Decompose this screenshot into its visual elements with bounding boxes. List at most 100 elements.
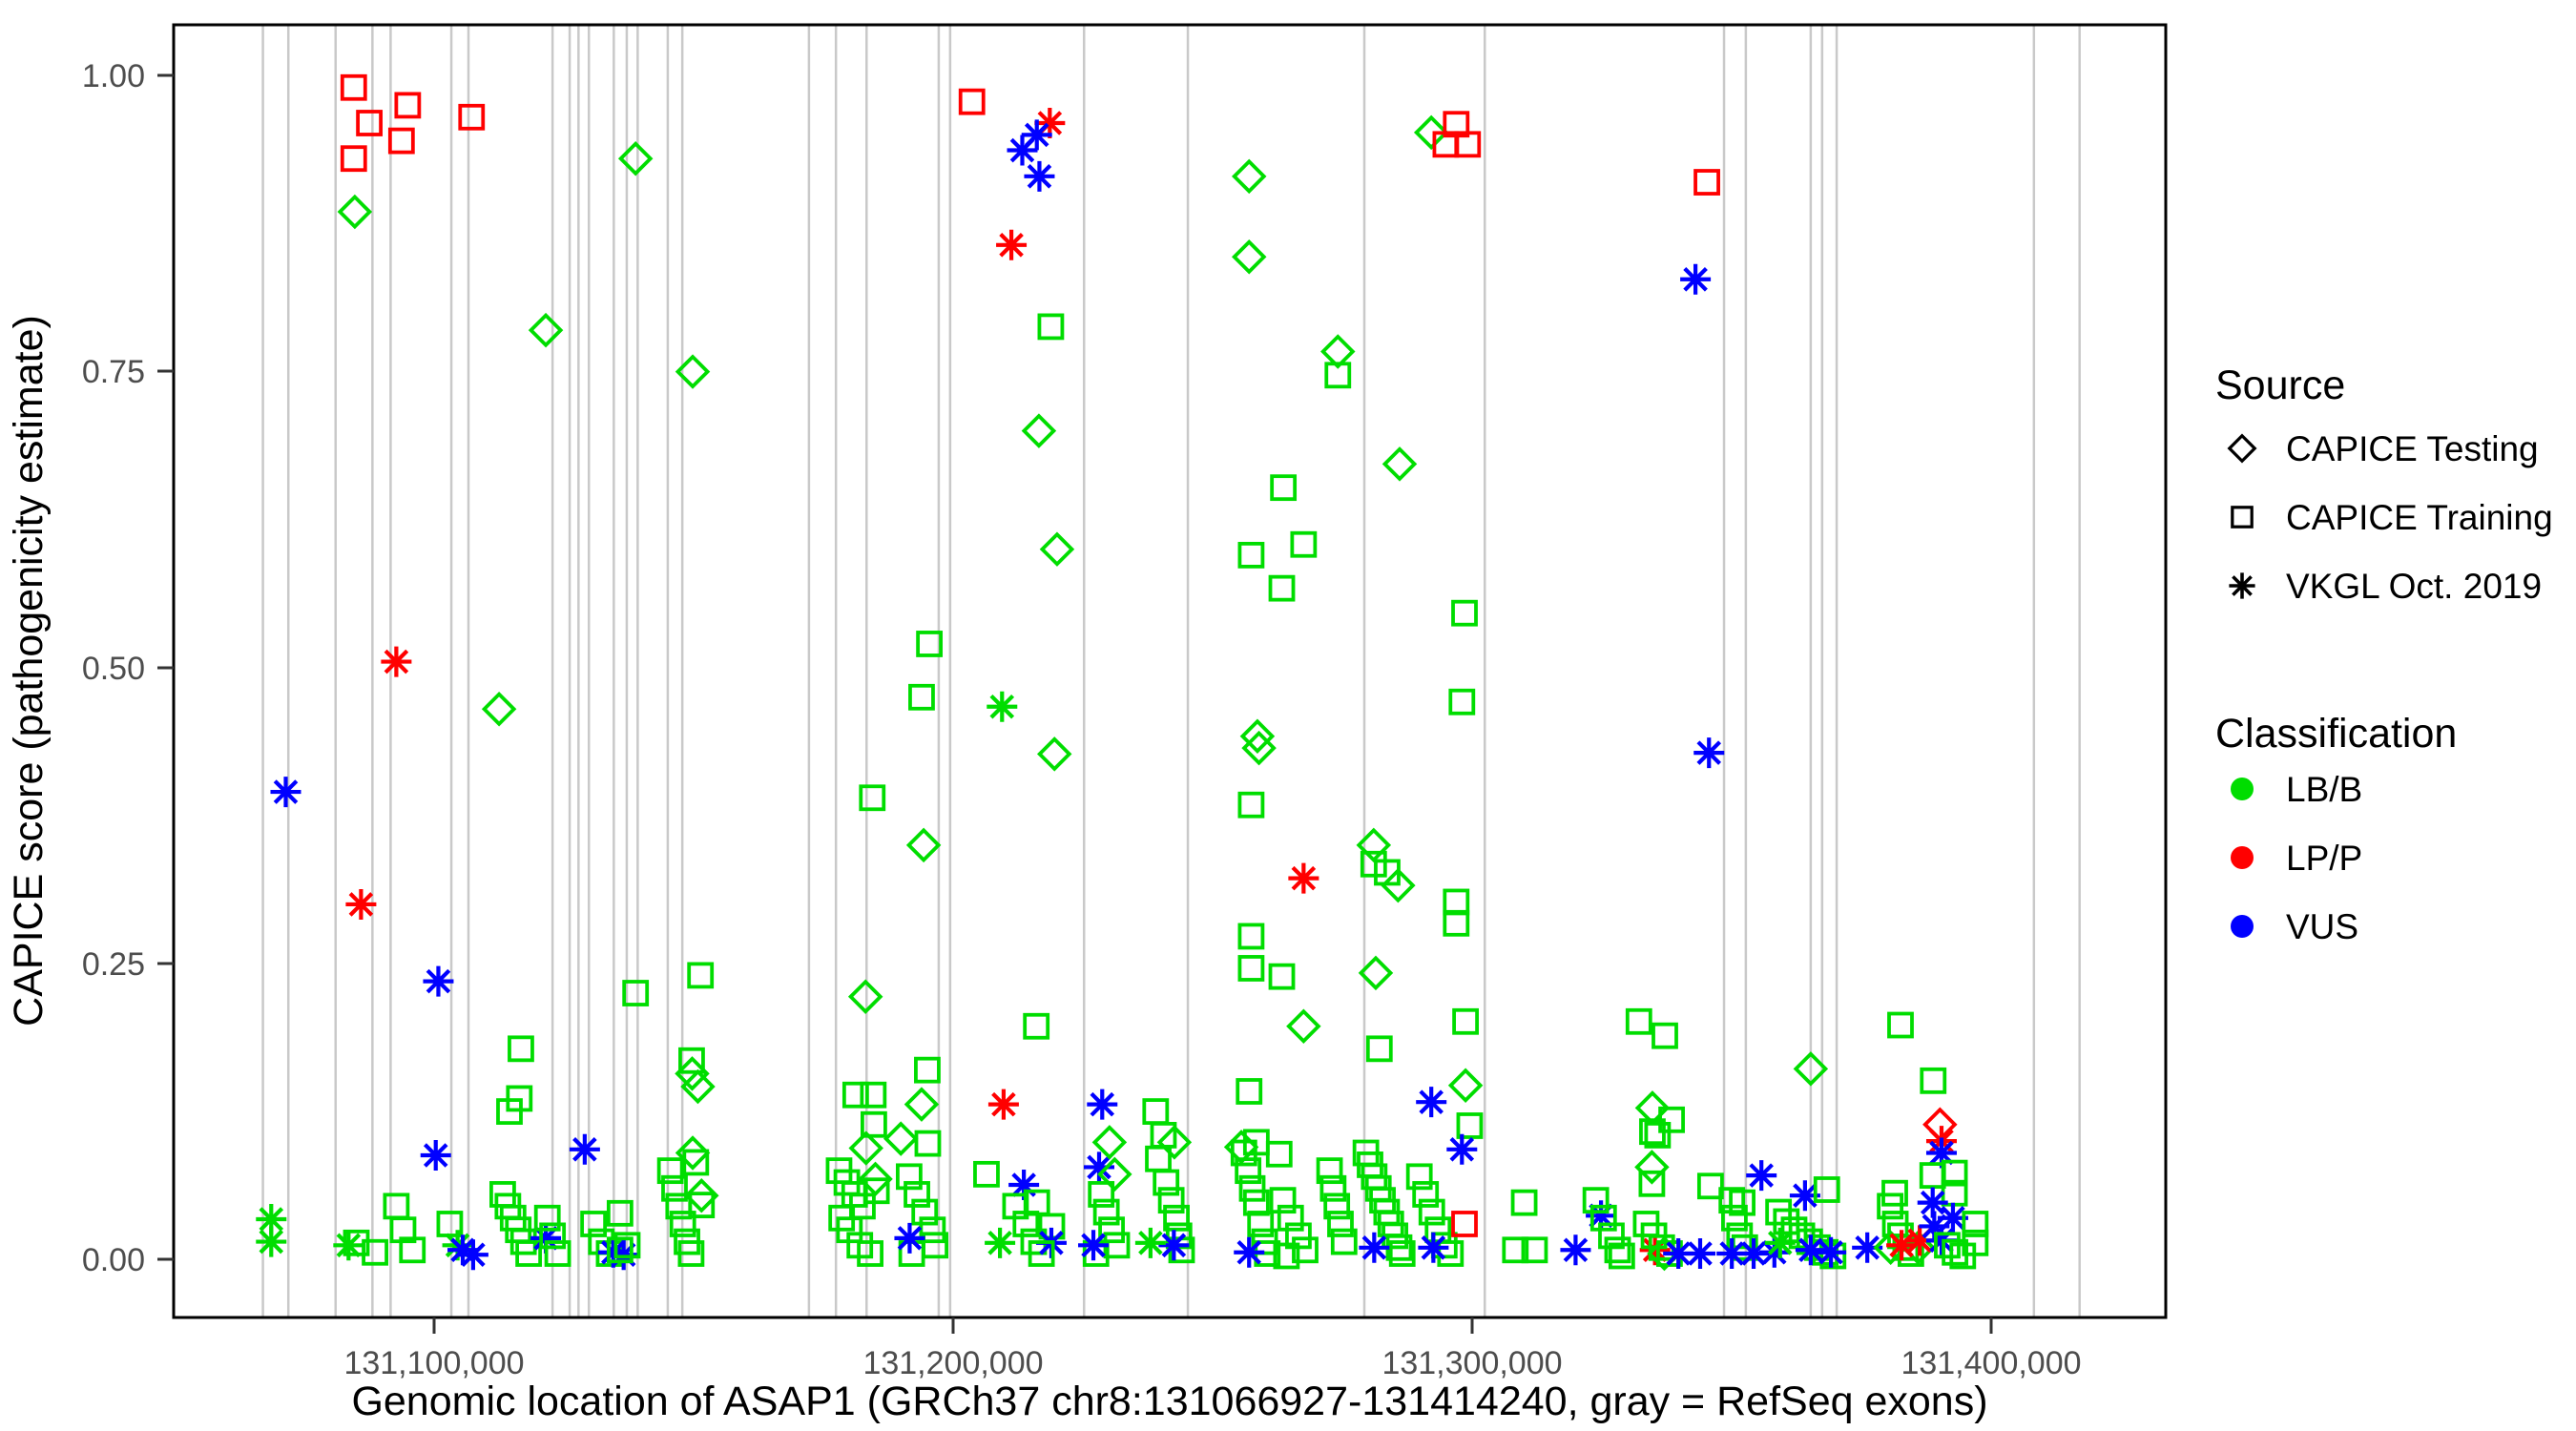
data-point xyxy=(1023,1012,1050,1040)
data-point xyxy=(1288,862,1319,894)
data-point xyxy=(1625,1007,1652,1035)
x-tick-label: 131,200,000 xyxy=(862,1345,1043,1381)
data-point xyxy=(1316,1157,1343,1185)
data-point xyxy=(1381,867,1416,903)
legend-dot-lpp xyxy=(2231,846,2254,869)
data-point xyxy=(1088,1181,1115,1208)
x-tick-label: 131,400,000 xyxy=(1901,1345,2081,1381)
data-point xyxy=(1268,963,1296,990)
data-point xyxy=(1604,1236,1631,1264)
data-point xyxy=(340,145,367,173)
data-point xyxy=(1738,1237,1770,1269)
data-point xyxy=(677,1240,705,1267)
data-point xyxy=(481,691,517,727)
data-point xyxy=(1652,1022,1678,1049)
data-point xyxy=(533,1204,561,1232)
data-point xyxy=(1693,169,1720,196)
legend-source: Source CAPICE Testing CAPICE Training VK… xyxy=(2215,363,2553,606)
data-point xyxy=(1231,238,1267,275)
data-point xyxy=(987,691,1018,722)
data-point xyxy=(597,1236,629,1268)
data-point xyxy=(1290,530,1318,558)
data-point xyxy=(1887,1011,1914,1039)
data-point xyxy=(1024,160,1055,192)
data-point xyxy=(908,683,935,711)
data-point xyxy=(1416,1087,1447,1118)
data-point xyxy=(399,1236,426,1264)
data-point xyxy=(1608,1242,1635,1270)
data-point xyxy=(1746,1160,1777,1192)
data-point xyxy=(1448,688,1476,716)
legend-dot-vus xyxy=(2231,915,2254,938)
data-point xyxy=(356,110,384,136)
data-point xyxy=(1405,1163,1433,1191)
data-point xyxy=(1273,1242,1300,1270)
data-point xyxy=(1582,1187,1610,1214)
legend-item-vus: VUS xyxy=(2286,907,2358,946)
data-point xyxy=(1327,1211,1354,1237)
data-point xyxy=(1268,574,1296,602)
x-axis-title: Genomic location of ASAP1 (GRCh37 chr8:1… xyxy=(351,1379,1987,1424)
data-point xyxy=(1039,531,1075,567)
legend-item-lbb: LB/B xyxy=(2286,770,2362,809)
data-point xyxy=(861,1110,887,1138)
data-point xyxy=(1292,1236,1319,1264)
data-point xyxy=(1680,263,1712,295)
plot-panel-border xyxy=(172,23,2168,1319)
data-points-layer xyxy=(256,73,1989,1272)
x-tick-label: 131,100,000 xyxy=(343,1345,524,1381)
data-point xyxy=(1638,1170,1666,1197)
data-point xyxy=(1319,1174,1347,1202)
data-point xyxy=(1521,1236,1548,1264)
y-axis-title: CAPICE score (pathogenicity estimate) xyxy=(6,315,52,1027)
data-point xyxy=(1158,1230,1190,1261)
data-point xyxy=(914,1056,941,1084)
data-point xyxy=(1819,1242,1847,1270)
data-point xyxy=(256,1204,287,1235)
data-point xyxy=(904,1087,940,1122)
data-point xyxy=(904,1181,930,1208)
data-point xyxy=(916,631,944,657)
data-point xyxy=(841,1081,869,1109)
data-point xyxy=(675,354,711,389)
data-point xyxy=(1134,1227,1166,1258)
data-point xyxy=(1937,1202,1968,1234)
data-point xyxy=(1365,1035,1393,1063)
y-tick-label: 0.00 xyxy=(82,1242,145,1278)
data-point xyxy=(1452,1007,1479,1035)
data-point xyxy=(669,1211,696,1237)
data-point xyxy=(1447,1068,1484,1104)
data-point xyxy=(530,1222,562,1254)
data-point xyxy=(1265,1140,1293,1168)
data-point xyxy=(1418,1198,1445,1226)
data-point xyxy=(905,827,942,863)
data-point xyxy=(457,1239,488,1271)
data-point xyxy=(1036,736,1072,772)
data-point xyxy=(1789,1180,1820,1212)
data-point xyxy=(569,1133,600,1165)
data-point xyxy=(1685,1237,1715,1269)
data-point xyxy=(1381,446,1418,482)
data-point xyxy=(684,1177,719,1213)
data-point xyxy=(387,127,415,155)
data-point xyxy=(1816,1236,1847,1268)
x-axis: 131,100,000 131,200,000 131,300,000 131,… xyxy=(343,1317,2082,1424)
legend-item-capice-testing: CAPICE Testing xyxy=(2286,429,2539,468)
data-point xyxy=(617,140,654,176)
data-point xyxy=(1892,1234,1920,1261)
refseq-exon-lines xyxy=(261,25,2081,1317)
data-point xyxy=(1021,413,1057,448)
data-point xyxy=(1773,1208,1800,1235)
data-point xyxy=(1795,1234,1826,1266)
data-point xyxy=(333,1230,364,1261)
data-point xyxy=(1237,791,1265,819)
data-point xyxy=(1586,1200,1617,1232)
data-point xyxy=(1388,1240,1416,1267)
data-point xyxy=(1241,730,1277,766)
data-point xyxy=(858,1161,893,1197)
data-point xyxy=(345,888,377,920)
legend-item-lpp: LP/P xyxy=(2286,839,2362,878)
data-point xyxy=(1360,850,1387,878)
data-point xyxy=(1412,1181,1440,1208)
